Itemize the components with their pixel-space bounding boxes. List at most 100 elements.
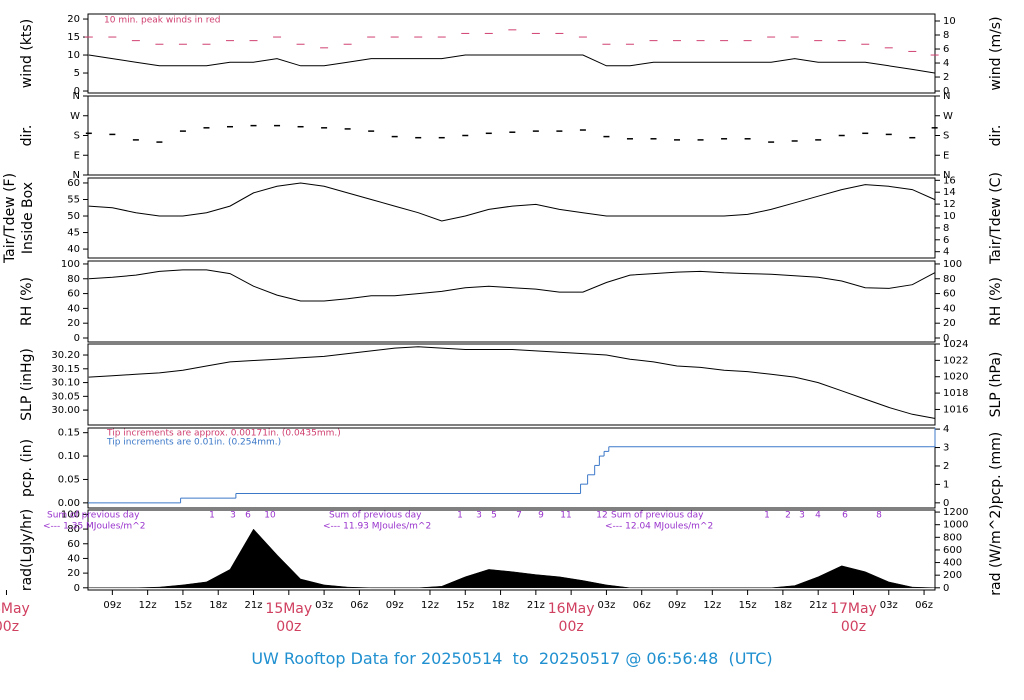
y2-tick-label: 8 <box>943 30 949 41</box>
y2-tick-label: 4 <box>943 424 949 435</box>
annotation: <--- 1.35 MJoules/m^2 <box>43 522 145 532</box>
hour-label: 8 <box>876 511 882 521</box>
y-axis-label: SLP (inHg) <box>19 348 35 421</box>
y2-tick-label: 1016 <box>943 404 968 415</box>
y2-tick-label: 1 <box>943 479 949 490</box>
y-tick-label: 60 <box>67 289 80 300</box>
x-tick-label: 09z <box>386 600 404 611</box>
y2-tick-label: 3 <box>943 443 949 454</box>
y-tick-label: 80 <box>67 274 80 285</box>
y2-tick-label: 60 <box>943 289 956 300</box>
y-tick-label: 60 <box>67 539 80 550</box>
y-tick-label: 60 <box>67 178 80 189</box>
y2-axis-label: SLP (hPa) <box>988 352 1004 418</box>
x-tick-label: 03z <box>315 600 333 611</box>
y2-tick-label: 0 <box>943 86 949 97</box>
annotation: 10 min. peak winds in red <box>104 16 221 26</box>
y2-tick-label: 20 <box>943 318 956 329</box>
y-tick-label: 45 <box>67 228 80 239</box>
y-tick-label: 40 <box>67 553 80 564</box>
y2-tick-label: 2 <box>943 72 949 83</box>
y2-tick-label: 1018 <box>943 388 968 399</box>
y-tick-label: 20 <box>67 318 80 329</box>
day-label: 16May 00z <box>547 601 595 635</box>
series-line <box>88 54 935 74</box>
y2-tick-label: 400 <box>943 558 962 569</box>
y2-tick-label: 1024 <box>943 339 968 350</box>
x-tick-label: 06z <box>633 600 651 611</box>
y2-tick-label: N <box>943 91 950 102</box>
annotation: Tip increments are approx. 0.00171in. (0… <box>106 429 341 439</box>
x-tick-label: 09z <box>668 600 686 611</box>
y-tick-label: 5 <box>74 68 80 79</box>
y-tick-label: 30.20 <box>51 350 80 361</box>
y2-tick-label: 1200 <box>943 507 968 518</box>
y-tick-label: 0 <box>74 583 80 594</box>
hour-label: 6 <box>245 511 251 521</box>
chart-title: UW Rooftop Data for 20250514 to 20250517… <box>251 649 773 668</box>
hour-label: 3 <box>476 511 482 521</box>
x-tick-label: 09z <box>103 600 121 611</box>
y2-tick-label: 40 <box>943 303 956 314</box>
y-axis-note: Inside Box <box>20 182 36 254</box>
y-tick-label: 100 <box>61 259 80 270</box>
y2-tick-label: 4 <box>943 247 949 258</box>
y2-tick-label: 80 <box>943 274 956 285</box>
panel-frame <box>87 177 936 259</box>
y2-tick-label: 6 <box>943 44 949 55</box>
y2-tick-label: 14 <box>943 187 956 198</box>
y2-tick-label: 16 <box>943 175 956 186</box>
panel-frame <box>87 95 936 176</box>
y-tick-label: 40 <box>67 303 80 314</box>
y2-axis-label: RH (%) <box>988 277 1004 326</box>
hour-label: 1 <box>209 511 215 521</box>
series-line <box>88 346 935 419</box>
y-tick-label: 30.10 <box>51 378 80 389</box>
y-tick-label: S <box>74 131 80 142</box>
day-label: 17May 00z <box>830 601 877 635</box>
y2-axis-label: pcp. (mm) <box>988 432 1004 505</box>
y2-tick-label: 200 <box>943 570 962 581</box>
y2-tick-label: 100 <box>943 259 962 270</box>
hour-label: 3 <box>799 511 805 521</box>
y2-tick-label: N <box>943 170 950 181</box>
x-tick-label: 15z <box>174 600 192 611</box>
hour-label: 12 <box>596 511 607 521</box>
panel-frame <box>87 427 936 509</box>
x-tick-label: 06z <box>915 600 933 611</box>
y2-tick-label: 8 <box>943 223 949 234</box>
y2-axis-label: dir. <box>988 125 1004 147</box>
hour-label: 1 <box>764 511 770 521</box>
x-tick-label: 21z <box>245 600 263 611</box>
annotation: <--- 12.04 MJoules/m^2 <box>605 522 713 532</box>
x-tick-label: 12z <box>703 600 721 611</box>
y2-tick-label: 1000 <box>943 520 968 531</box>
x-tick-label: 18z <box>492 600 510 611</box>
hour-label: 6 <box>842 511 848 521</box>
hour-label: 3 <box>230 511 236 521</box>
y-axis-label: dir. <box>19 125 35 147</box>
series-area <box>88 528 935 589</box>
y-tick-label: 30.05 <box>51 391 80 402</box>
hour-label: 10 <box>264 511 276 521</box>
y-tick-label: 15 <box>67 32 80 43</box>
y-tick-label: 20 <box>67 568 80 579</box>
y2-tick-label: 10 <box>943 16 956 27</box>
panel-frame <box>87 13 936 94</box>
y2-tick-label: 800 <box>943 532 962 543</box>
hour-label: 2 <box>785 511 791 521</box>
y-tick-label: N <box>73 91 80 102</box>
x-tick-label: 21z <box>809 600 827 611</box>
hour-label: 1 <box>457 511 463 521</box>
y2-tick-label: 12 <box>943 199 956 210</box>
y2-tick-label: W <box>943 111 953 122</box>
x-tick-label: 21z <box>527 600 545 611</box>
y-tick-label: E <box>74 150 80 161</box>
y2-tick-label: 0 <box>943 498 949 509</box>
y-tick-label: 20 <box>67 14 80 25</box>
y2-tick-label: 10 <box>943 211 956 222</box>
y-tick-label: 40 <box>67 244 80 255</box>
y-axis-label: pcp. (in) <box>19 439 35 497</box>
y-axis-label: rad(Lgly/hr) <box>19 509 35 591</box>
y-tick-label: 100 <box>61 509 80 520</box>
